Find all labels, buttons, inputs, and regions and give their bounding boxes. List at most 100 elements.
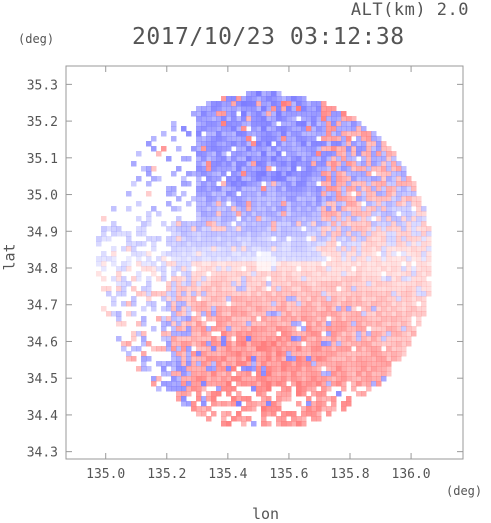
echo-cell-approaching	[321, 296, 327, 302]
echo-cell-approaching	[221, 366, 227, 372]
echo-cell-receding	[311, 361, 317, 367]
echo-cell-approaching	[321, 281, 327, 287]
echo-cell-approaching	[351, 306, 357, 312]
echo-cell-receding	[166, 381, 172, 387]
echo-cell-receding	[366, 331, 372, 337]
echo-cell-receding	[221, 186, 227, 192]
echo-cell-approaching	[236, 356, 242, 362]
echo-cell-receding	[266, 281, 272, 287]
echo-cell-approaching	[236, 321, 242, 327]
echo-cell-receding	[231, 111, 237, 117]
echo-cell-approaching	[211, 401, 217, 407]
echo-cell-receding	[256, 161, 262, 167]
echo-cell-approaching	[281, 376, 287, 382]
echo-cell-approaching	[301, 351, 307, 357]
echo-cell-approaching	[281, 356, 287, 362]
echo-cell-approaching	[371, 321, 377, 327]
echo-cell-receding	[321, 161, 327, 167]
echo-cell-receding	[301, 241, 307, 247]
echo-cell-receding	[251, 116, 257, 122]
echo-cell-approaching	[196, 371, 202, 377]
echo-cell-approaching	[281, 301, 287, 307]
echo-cell-approaching	[371, 261, 377, 267]
echo-cell-approaching	[386, 151, 392, 157]
echo-cell-receding	[356, 121, 362, 127]
echo-cell-receding	[186, 221, 192, 227]
echo-cell-approaching	[391, 286, 397, 292]
echo-cell-receding	[196, 361, 202, 367]
echo-cell-approaching	[261, 316, 267, 322]
echo-cell-approaching	[411, 276, 417, 282]
echo-cell-approaching	[196, 376, 202, 382]
echo-cell-receding	[286, 171, 292, 177]
echo-cell-approaching	[271, 376, 277, 382]
echo-cell-receding	[341, 216, 347, 222]
echo-cell-receding	[266, 146, 272, 152]
echo-cell-receding	[306, 206, 312, 212]
echo-cell-approaching	[191, 281, 197, 287]
echo-cell-approaching	[231, 416, 237, 422]
echo-cell-receding	[306, 106, 312, 112]
echo-cell-approaching	[381, 321, 387, 327]
echo-cell-approaching	[376, 361, 382, 367]
x-tick-label: 135.2	[147, 467, 186, 482]
echo-cell-approaching	[416, 196, 422, 202]
echo-cell-approaching	[221, 181, 227, 187]
echo-cell-approaching	[231, 286, 237, 292]
echo-cell-approaching	[241, 326, 247, 332]
echo-cell-approaching	[306, 411, 312, 417]
echo-cell-receding	[166, 301, 172, 307]
echo-cell-receding	[301, 131, 307, 137]
echo-cell-receding	[291, 191, 297, 197]
echo-cell-approaching	[226, 411, 232, 417]
echo-cell-receding	[341, 126, 347, 132]
echo-cell-approaching	[266, 411, 272, 417]
echo-cell-receding	[216, 161, 222, 167]
echo-cell-approaching	[351, 336, 357, 342]
echo-cell-receding	[206, 226, 212, 232]
echo-cell-approaching	[191, 271, 197, 277]
echo-cell-approaching	[361, 221, 367, 227]
echo-cell-approaching	[376, 336, 382, 342]
echo-cell-receding	[326, 141, 332, 147]
echo-cell-receding	[206, 341, 212, 347]
echo-cell-receding	[371, 306, 377, 312]
echo-cell-approaching	[376, 291, 382, 297]
echo-cell-approaching	[296, 361, 302, 367]
echo-cell-approaching	[276, 341, 282, 347]
echo-cell-approaching	[121, 321, 127, 327]
echo-cell-approaching	[231, 266, 237, 272]
echo-cell-approaching	[401, 311, 407, 317]
echo-cell-receding	[216, 121, 222, 127]
echo-cell-receding	[306, 401, 312, 407]
echo-cell-receding	[296, 176, 302, 182]
echo-cell-receding	[276, 191, 282, 197]
echo-cell-receding	[236, 256, 242, 262]
echo-cell-approaching	[321, 111, 327, 117]
echo-cell-receding	[271, 196, 277, 202]
echo-cell-approaching	[341, 176, 347, 182]
echo-cell-approaching	[351, 226, 357, 232]
echo-cell-approaching	[386, 296, 392, 302]
echo-cell-approaching	[346, 401, 352, 407]
echo-cell-receding	[221, 341, 227, 347]
echo-cell-approaching	[316, 296, 322, 302]
echo-cell-receding	[216, 196, 222, 202]
echo-cell-approaching	[121, 341, 127, 347]
echo-cell-approaching	[276, 301, 282, 307]
echo-cell-receding	[301, 211, 307, 217]
echo-cell-receding	[381, 246, 387, 252]
echo-cell-approaching	[231, 351, 237, 357]
echo-cell-receding	[216, 221, 222, 227]
echo-cell-receding	[291, 336, 297, 342]
echo-cell-approaching	[221, 361, 227, 367]
echo-cell-approaching	[356, 321, 362, 327]
echo-cell-approaching	[246, 271, 252, 277]
echo-cell-receding	[301, 121, 307, 127]
echo-cell-receding	[116, 336, 122, 342]
echo-cell-approaching	[381, 231, 387, 237]
echo-cell-approaching	[356, 316, 362, 322]
echo-cell-receding	[336, 206, 342, 212]
echo-cell-receding	[246, 151, 252, 157]
echo-cell-receding	[261, 166, 267, 172]
